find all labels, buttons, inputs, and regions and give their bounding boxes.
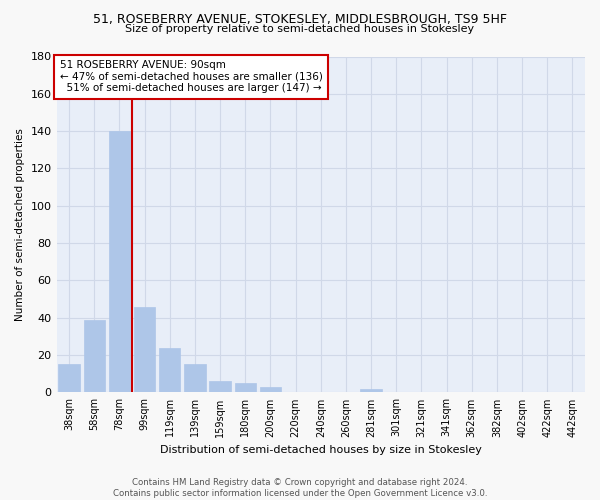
Bar [184,364,206,392]
Y-axis label: Number of semi-detached properties: Number of semi-detached properties [15,128,25,321]
Bar [235,383,256,392]
Bar [109,131,130,392]
Bar [260,387,281,392]
Text: Size of property relative to semi-detached houses in Stokesley: Size of property relative to semi-detach… [125,24,475,34]
Text: 51, ROSEBERRY AVENUE, STOKESLEY, MIDDLESBROUGH, TS9 5HF: 51, ROSEBERRY AVENUE, STOKESLEY, MIDDLES… [93,12,507,26]
Bar [209,381,231,392]
Bar [159,348,181,393]
Text: 51 ROSEBERRY AVENUE: 90sqm
← 47% of semi-detached houses are smaller (136)
  51%: 51 ROSEBERRY AVENUE: 90sqm ← 47% of semi… [59,60,322,94]
Bar [58,364,80,392]
Bar [361,388,382,392]
Bar [134,306,155,392]
X-axis label: Distribution of semi-detached houses by size in Stokesley: Distribution of semi-detached houses by … [160,445,482,455]
Bar [83,320,105,392]
Text: Contains HM Land Registry data © Crown copyright and database right 2024.
Contai: Contains HM Land Registry data © Crown c… [113,478,487,498]
